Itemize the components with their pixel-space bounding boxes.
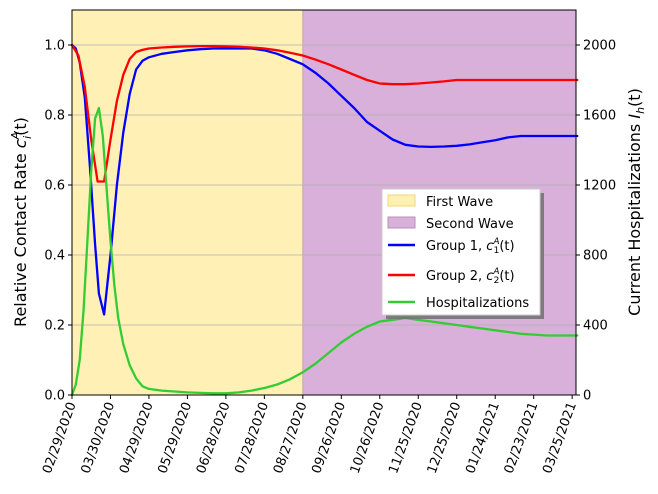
x-tick-label: 04/29/2020	[117, 400, 157, 476]
series-line-3	[70, 106, 579, 397]
x-tick-label: 02/29/2020	[40, 400, 80, 476]
x-tick-label: 11/25/2020	[386, 400, 426, 476]
x-tick-label: 10/26/2020	[348, 400, 388, 476]
x-tick-label: 03/30/2020	[79, 400, 119, 476]
x-axis-ticks: 02/29/202003/30/202004/29/202005/29/2020…	[40, 395, 580, 476]
right-tick-label: 1200	[583, 179, 616, 194]
left-y-axis-ticks: 0.0 0.2 0.4 0.6 0.8 1.0	[44, 39, 72, 404]
right-tick-label: 1600	[583, 109, 616, 124]
x-tick-label: 07/28/2020	[232, 400, 272, 476]
right-y-axis-ticks: 0 400 800 1200 1600 2000	[576, 39, 616, 404]
left-tick-label: 0.8	[44, 109, 65, 124]
shaded-region-1	[72, 10, 303, 395]
series-lines	[70, 43, 579, 397]
x-tick-label: 06/28/2020	[194, 400, 234, 476]
x-tick-label: 01/24/2021	[463, 400, 503, 476]
right-tick-label: 0	[583, 389, 591, 404]
left-y-axis-label: Relative Contact Rate cAi(t)	[9, 117, 34, 327]
legend-label-second-wave: Second Wave	[426, 217, 514, 232]
left-tick-label: 0.0	[44, 389, 65, 404]
plot-frame	[71, 9, 577, 396]
series-line-2	[70, 43, 579, 183]
legend-label-first-wave: First Wave	[426, 195, 493, 210]
x-tick-label: 05/29/2020	[155, 400, 195, 476]
x-tick-label: 03/25/2021	[540, 400, 580, 476]
left-tick-label: 1.0	[44, 39, 65, 54]
x-tick-label: 08/27/2020	[271, 400, 311, 476]
right-tick-label: 400	[583, 319, 608, 334]
right-y-axis-label: Current Hospitalizations Ih(t)	[625, 88, 647, 316]
right-tick-label: 800	[583, 249, 608, 264]
legend-label-group-1: Group 1, cA 1(t)	[426, 237, 515, 256]
x-tick-label: 09/26/2020	[309, 400, 349, 476]
series-line-1	[70, 43, 579, 316]
legend-label-group-2: Group 2, cA 2(t)	[426, 267, 515, 286]
legend-swatch-second-wave	[387, 216, 416, 229]
left-tick-label: 0.2	[44, 319, 65, 334]
left-tick-label: 0.4	[44, 249, 65, 264]
x-tick-label: 02/23/2021	[502, 400, 542, 476]
legend-swatch-first-wave	[387, 194, 416, 207]
x-tick-label: 12/25/2020	[425, 400, 465, 476]
legend: First Wave Second Wave Group 1, cA 1(t) G…	[381, 188, 544, 319]
legend-label-hospitalizations: Hospitalizations	[426, 296, 529, 311]
right-tick-label: 2000	[583, 39, 616, 54]
left-tick-label: 0.6	[44, 179, 65, 194]
